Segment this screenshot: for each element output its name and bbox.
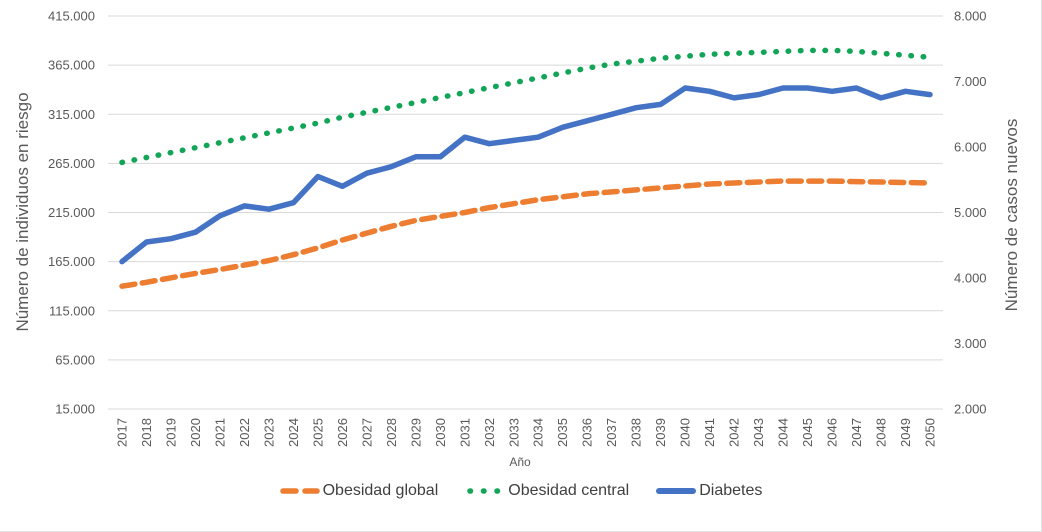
svg-text:2029: 2029	[408, 418, 423, 447]
svg-text:265.000: 265.000	[48, 156, 95, 171]
svg-text:365.000: 365.000	[48, 58, 95, 73]
svg-text:2025: 2025	[310, 418, 325, 447]
x-axis-tick-labels: 2017 2018 2019 2020 2021 2022 2023 2024 2025 2026…	[115, 418, 938, 447]
right-axis-title: Número de casos nuevos	[1002, 119, 1021, 312]
svg-text:2035: 2035	[555, 418, 570, 447]
svg-text:2037: 2037	[604, 418, 619, 447]
svg-text:2023: 2023	[261, 418, 276, 447]
svg-text:2039: 2039	[653, 418, 668, 447]
svg-text:2038: 2038	[629, 418, 644, 447]
solid-line-swatch-icon	[656, 488, 697, 494]
x-axis-title: Año	[509, 455, 531, 469]
svg-text:215.000: 215.000	[48, 205, 95, 220]
svg-text:2040: 2040	[678, 418, 693, 447]
svg-text:2049: 2049	[898, 418, 913, 447]
svg-text:2027: 2027	[359, 418, 374, 447]
svg-text:2045: 2045	[800, 418, 815, 447]
legend-label: Diabetes	[699, 482, 763, 499]
svg-text:2024: 2024	[286, 418, 301, 447]
gridlines	[108, 15, 943, 410]
svg-text:4.000: 4.000	[954, 271, 987, 286]
svg-text:15.000: 15.000	[55, 402, 95, 417]
legend-item-obesidad-global: Obesidad global	[279, 482, 439, 500]
svg-text:2032: 2032	[482, 418, 497, 447]
svg-text:2030: 2030	[433, 418, 448, 447]
svg-text:165.000: 165.000	[48, 254, 95, 269]
svg-text:415.000: 415.000	[48, 9, 95, 24]
right-axis-tick-labels: 2.000 3.000 4.000 5.000 6.000 7.000 8.000	[954, 9, 987, 417]
svg-text:2044: 2044	[776, 418, 791, 447]
svg-text:2048: 2048	[874, 418, 889, 447]
svg-text:115.000: 115.000	[49, 303, 95, 318]
legend-label: Obesidad global	[322, 482, 439, 499]
svg-text:7.000: 7.000	[954, 74, 987, 89]
svg-text:2036: 2036	[580, 418, 595, 447]
svg-text:2021: 2021	[212, 418, 227, 447]
svg-text:2018: 2018	[139, 418, 154, 447]
svg-text:2042: 2042	[727, 418, 742, 447]
svg-text:2017: 2017	[115, 418, 130, 447]
svg-text:8.000: 8.000	[954, 9, 987, 24]
legend-label: Obesidad central	[508, 482, 630, 499]
svg-text:2050: 2050	[923, 418, 938, 447]
svg-text:6.000: 6.000	[954, 140, 987, 155]
legend: Obesidad global Obesidad central Diabete…	[0, 482, 1041, 500]
svg-text:2046: 2046	[825, 418, 840, 447]
legend-item-diabetes: Diabetes	[655, 482, 762, 500]
dashed-line-swatch-icon	[279, 488, 320, 494]
svg-text:3.000: 3.000	[954, 336, 987, 351]
svg-text:2019: 2019	[163, 418, 178, 447]
svg-text:2041: 2041	[702, 418, 717, 447]
svg-text:2031: 2031	[457, 418, 472, 447]
dotted-line-swatch-icon	[467, 488, 507, 494]
svg-text:65.000: 65.000	[55, 352, 95, 367]
svg-text:2.000: 2.000	[954, 402, 987, 417]
svg-text:2020: 2020	[188, 418, 203, 447]
svg-text:2028: 2028	[384, 418, 399, 447]
left-axis-tick-labels: 15.000 65.000 115.000 165.000 215.000 265.000…	[48, 9, 95, 417]
svg-text:2022: 2022	[237, 418, 252, 447]
svg-text:5.000: 5.000	[954, 205, 987, 220]
legend-item-obesidad-central: Obesidad central	[464, 482, 629, 500]
svg-text:2026: 2026	[335, 418, 350, 447]
svg-text:2047: 2047	[849, 418, 864, 447]
svg-text:2033: 2033	[506, 418, 521, 447]
svg-text:315.000: 315.000	[48, 107, 95, 122]
svg-text:2034: 2034	[531, 418, 546, 447]
data-series	[119, 47, 933, 289]
left-axis-title: Número de individuos en riesgo	[13, 92, 32, 331]
plot-area: 15.000 65.000 115.000 165.000 215.000 265.000…	[13, 9, 1021, 470]
svg-text:2043: 2043	[751, 418, 766, 447]
